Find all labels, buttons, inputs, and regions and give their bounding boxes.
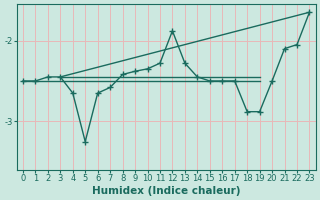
X-axis label: Humidex (Indice chaleur): Humidex (Indice chaleur) <box>92 186 240 196</box>
